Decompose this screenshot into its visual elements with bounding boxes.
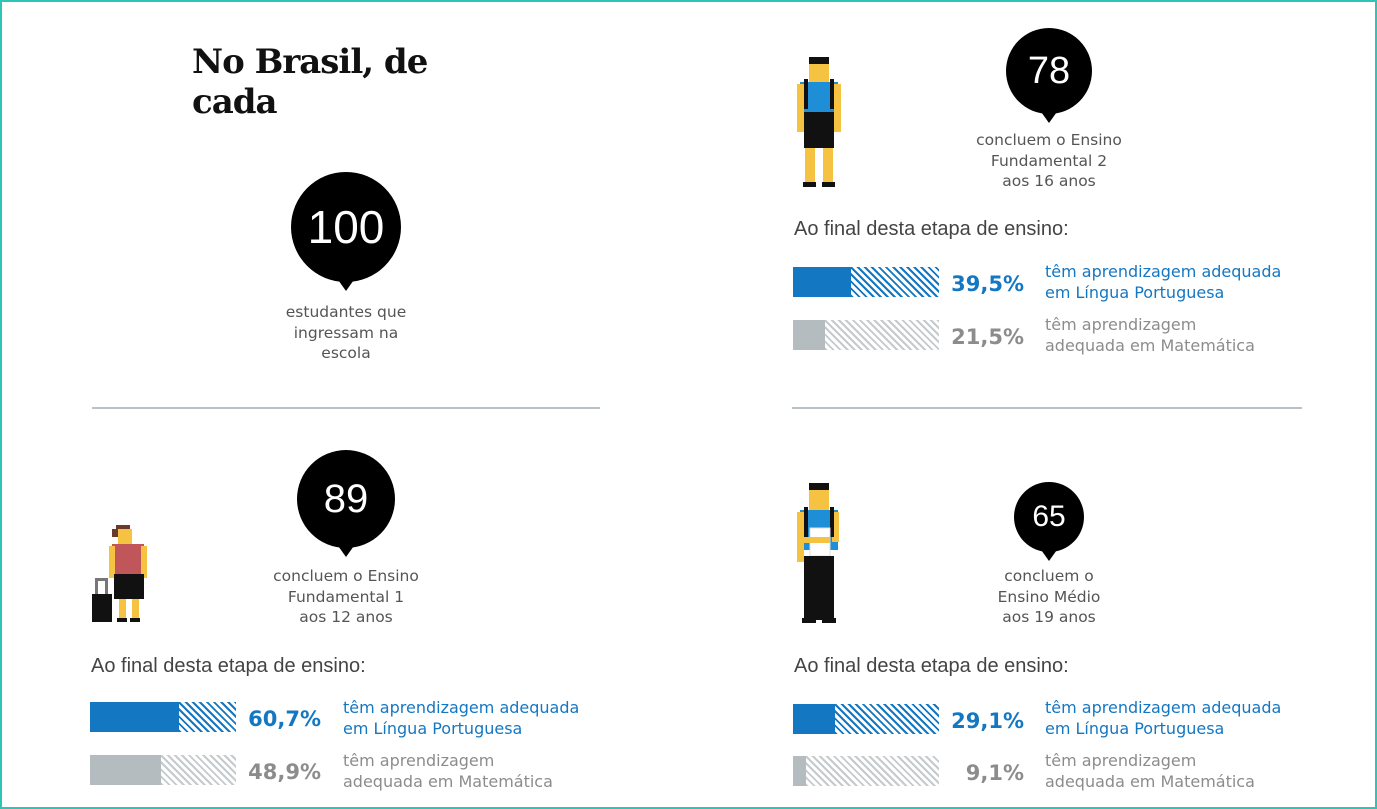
desc-portuguese: têm aprendizagem adequada em Língua Port… <box>1045 262 1282 302</box>
stage-fundamental2-number-bubble: 78 <box>1006 28 1092 114</box>
bar-portuguese <box>90 702 236 732</box>
bar-math <box>90 755 236 785</box>
stage-number: 78 <box>1027 49 1071 92</box>
stage-number: 65 <box>1032 500 1066 533</box>
stage-fundamental1-caption: concluem o Ensino Fundamental 1 aos 12 a… <box>273 567 419 626</box>
pct-portuguese: 39,5% <box>951 272 1024 296</box>
student-suitcase-icon <box>92 525 147 622</box>
pct-math: 21,5% <box>951 325 1024 349</box>
stage-medio-number-bubble: 65 <box>1014 482 1084 552</box>
desc-math: têm aprendizagem adequada em Matemática <box>1045 315 1255 355</box>
bar-math <box>793 320 939 350</box>
stage-medio-caption: concluem o Ensino Médio aos 19 anos <box>997 567 1101 626</box>
student-backpack-icon <box>797 57 841 187</box>
bar-portuguese <box>793 704 939 734</box>
stage-heading: Ao final desta etapa de ensino: <box>794 655 1069 677</box>
student-book-icon <box>797 483 839 623</box>
pct-math: 48,9% <box>248 760 321 784</box>
stage-fundamental2-caption: concluem o Ensino Fundamental 2 aos 16 a… <box>976 131 1122 190</box>
intro-number-bubble: 100 <box>291 172 401 282</box>
pct-portuguese: 60,7% <box>248 707 321 731</box>
desc-portuguese: têm aprendizagem adequada em Língua Port… <box>1045 698 1282 738</box>
pct-math: 9,1% <box>965 761 1024 785</box>
stage-number: 89 <box>323 476 369 521</box>
desc-math: têm aprendizagem adequada em Matemática <box>1045 751 1255 791</box>
stage-heading: Ao final desta etapa de ensino: <box>91 655 366 677</box>
bar-portuguese <box>793 267 939 297</box>
bar-math <box>793 756 939 786</box>
desc-math: têm aprendizagem adequada em Matemática <box>343 751 553 791</box>
intro-number: 100 <box>307 201 385 253</box>
stage-fundamental1-number-bubble: 89 <box>297 450 395 548</box>
page-title: No Brasil, de cada <box>192 42 428 122</box>
divider-right <box>792 407 1302 409</box>
pct-portuguese: 29,1% <box>951 709 1024 733</box>
desc-portuguese: têm aprendizagem adequada em Língua Port… <box>343 698 580 738</box>
stage-heading: Ao final desta etapa de ensino: <box>794 218 1069 240</box>
intro-caption: estudantes que ingressam na escola <box>285 303 407 362</box>
divider-left <box>92 407 600 409</box>
